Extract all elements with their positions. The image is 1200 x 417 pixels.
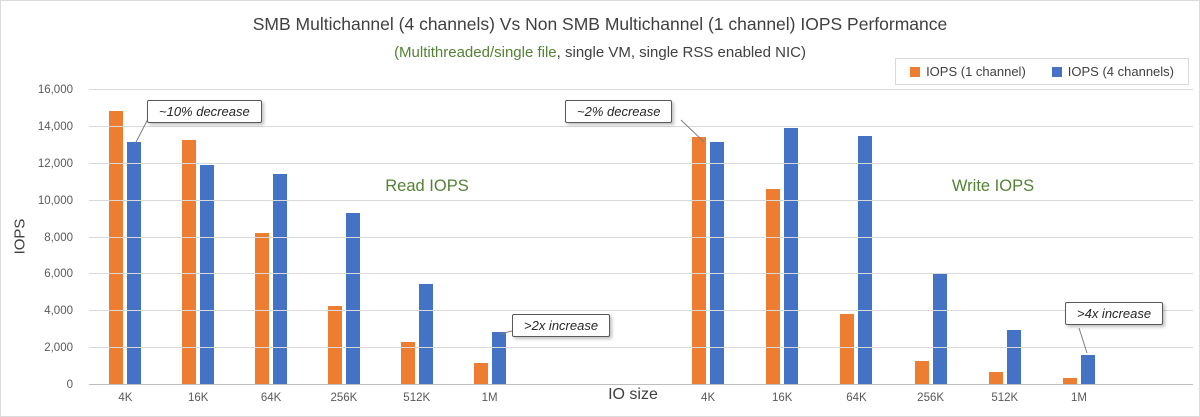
category-write-512k: 512K [968, 89, 1042, 404]
bar-read-256k-1ch [327, 305, 342, 384]
group-label-write: Write IOPS [951, 177, 1035, 195]
category-read-4k: 4K [89, 89, 162, 404]
bar-write-512k-1ch [988, 372, 1003, 384]
x-tick-label: 1M [481, 392, 498, 404]
legend-item-1-channel: IOPS (1 channel) [910, 64, 1026, 79]
bar-read-4k-4ch [127, 142, 142, 384]
x-tick-label: 256K [917, 392, 945, 404]
gridline [89, 125, 1193, 127]
x-tick-label: 64K [260, 392, 282, 404]
legend-swatch-blue [1051, 66, 1062, 77]
y-tick-label: 16,000 [37, 84, 73, 96]
gridline [89, 199, 1193, 201]
legend-label-4-channels: IOPS (4 channels) [1067, 64, 1174, 79]
bar-read-16k-1ch [182, 139, 197, 384]
callout-10pct-decrease: ~10% decrease [147, 100, 262, 123]
y-axis-labels: 0 2,000 4,000 6,000 8,000 10,000 12,000 14,000 1… [1, 84, 81, 391]
legend-label-1-channel: IOPS (1 channel) [926, 64, 1026, 79]
bar-write-64k-4ch [858, 136, 873, 384]
callout-2x-increase: >2x increase [512, 314, 611, 337]
bar-write-64k-1ch [840, 313, 855, 384]
chart-title: SMB Multichannel (4 channels) Vs Non SMB… [252, 14, 948, 34]
chart-subtitle: (Multithreaded/single file, single VM, s… [1, 44, 1199, 61]
bar-write-1m-1ch [1062, 378, 1077, 384]
y-tick-label: 4,000 [44, 305, 73, 318]
group-label-read: Read IOPS [385, 177, 469, 195]
category-read-64k: 64K [235, 89, 308, 404]
plot-area: 4K 16K 64K 256K 512K 1M 4K 16K 64K 256K 512K 1M Re… [89, 89, 1193, 404]
y-tick-label: 12,000 [37, 157, 73, 170]
bar-write-256k-1ch [914, 360, 929, 384]
x-tick-label: 256K [330, 392, 358, 404]
x-tick-label: 16K [772, 392, 793, 404]
chart-subtitle-rest: , single VM, single RSS enabled NIC) [556, 44, 806, 61]
category-write-16k: 16K [745, 89, 819, 404]
bar-read-1m-4ch [491, 332, 506, 384]
legend-swatch-orange [910, 66, 921, 77]
x-tick-label: 16K [188, 392, 209, 404]
x-tick-label: 1M [1070, 392, 1087, 404]
category-write-4k: 4K [671, 89, 745, 404]
y-tick-label: 10,000 [37, 194, 73, 207]
bar-write-1m-4ch [1080, 355, 1095, 384]
x-tick-label: 512K [991, 392, 1019, 404]
category-read-512k: 512K [380, 89, 453, 404]
category-write-64k: 64K [819, 89, 893, 404]
bar-read-4k-1ch [109, 111, 124, 384]
bar-group-write: 4K 16K 64K 256K 512K 1M [671, 89, 1116, 404]
y-tick-label: 0 [66, 379, 73, 391]
gridline [89, 273, 1193, 275]
bar-read-64k-1ch [255, 232, 270, 384]
legend-item-4-channels: IOPS (4 channels) [1051, 64, 1174, 79]
bar-read-64k-4ch [273, 173, 288, 384]
gridline [89, 89, 1193, 90]
x-tick-label: 4K [701, 392, 716, 404]
bar-write-256k-4ch [932, 273, 947, 384]
gridline [89, 347, 1193, 349]
gridline [89, 236, 1193, 238]
category-write-1m: 1M [1042, 89, 1116, 404]
bar-write-512k-4ch [1006, 329, 1021, 384]
x-tick-label: 64K [846, 392, 867, 404]
callout-4x-increase: >4x increase [1065, 302, 1164, 325]
bar-write-16k-4ch [784, 127, 799, 384]
bar-read-1m-1ch [473, 362, 488, 384]
bar-read-256k-4ch [345, 212, 360, 384]
y-tick-label: 8,000 [44, 231, 73, 244]
category-read-256k: 256K [307, 89, 380, 404]
gridline [89, 162, 1193, 164]
x-tick-label: 512K [403, 392, 431, 404]
bar-write-16k-1ch [766, 189, 781, 384]
x-axis-title: IO size [608, 386, 658, 403]
bar-write-4k-1ch [692, 136, 707, 384]
gridline [89, 310, 1193, 312]
category-read-1m: 1M [453, 89, 526, 404]
callout-2pct-decrease: ~2% decrease [565, 100, 673, 123]
chart-subtitle-green: (Multithreaded/single file [394, 44, 557, 61]
x-tick-label: 4K [118, 392, 133, 404]
bar-read-512k-4ch [418, 283, 433, 384]
y-tick-label: 2,000 [44, 342, 73, 355]
legend: IOPS (1 channel) IOPS (4 channels) [895, 58, 1189, 85]
bar-write-4k-4ch [710, 142, 725, 384]
category-write-256k: 256K [894, 89, 968, 404]
y-tick-label: 6,000 [44, 268, 73, 281]
y-tick-label: 14,000 [37, 120, 73, 133]
bar-read-512k-1ch [400, 341, 415, 384]
